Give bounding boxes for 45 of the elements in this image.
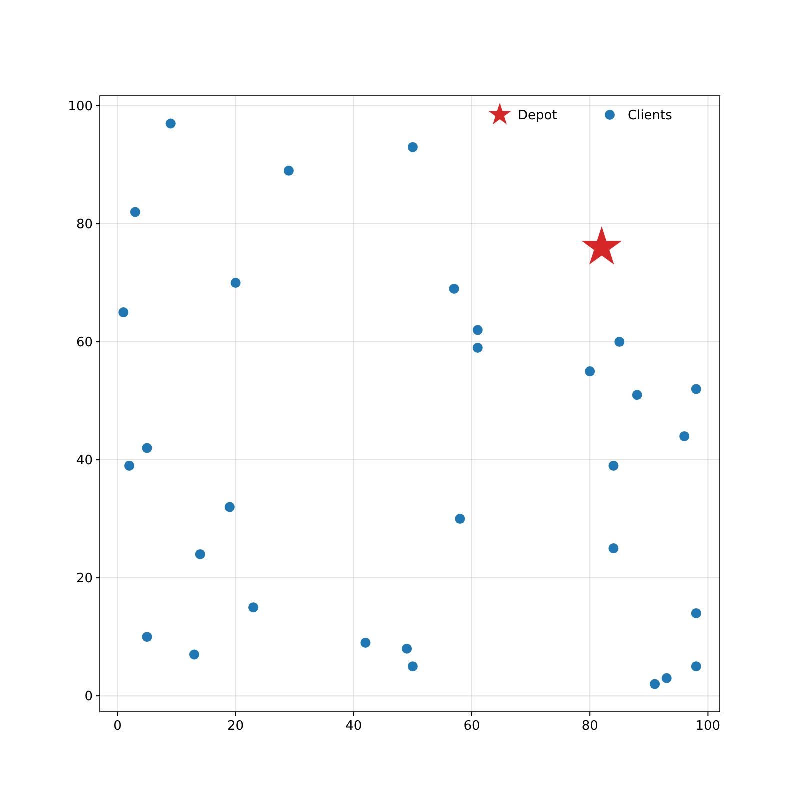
point xyxy=(691,662,702,672)
point xyxy=(691,608,702,618)
y-tick-label: 60 xyxy=(76,336,93,351)
point xyxy=(608,460,619,471)
x-tick-label: 20 xyxy=(228,719,244,734)
point xyxy=(224,502,235,512)
point xyxy=(118,308,129,318)
x-tick-label: 40 xyxy=(346,719,362,734)
point xyxy=(680,431,690,442)
point xyxy=(650,679,660,690)
x-tick-label: 0 xyxy=(114,719,122,734)
point xyxy=(614,337,625,348)
point xyxy=(195,549,206,560)
point xyxy=(632,390,642,400)
point xyxy=(142,443,152,454)
legend-label: Depot xyxy=(518,108,558,124)
point xyxy=(662,673,672,684)
y-tick-label: 100 xyxy=(68,100,93,115)
point xyxy=(360,638,371,648)
point xyxy=(166,118,176,129)
x-tick-label: 80 xyxy=(582,719,598,734)
y-tick-label: 20 xyxy=(76,572,93,587)
legend-label: Clients xyxy=(628,108,673,124)
point xyxy=(130,207,140,218)
point xyxy=(402,644,412,654)
point xyxy=(284,166,294,176)
point xyxy=(585,366,596,377)
point xyxy=(472,342,483,353)
point xyxy=(248,602,259,613)
y-tick-label: 0 xyxy=(84,690,93,705)
point xyxy=(449,284,460,294)
point xyxy=(472,325,483,336)
point xyxy=(608,544,619,554)
point xyxy=(691,384,702,394)
y-tick-label: 80 xyxy=(76,218,93,233)
y-tick-label: 40 xyxy=(76,454,93,469)
point xyxy=(455,514,466,524)
x-tick-label: 100 xyxy=(696,719,721,734)
point xyxy=(124,460,135,471)
point xyxy=(142,632,152,642)
point xyxy=(230,278,241,288)
point xyxy=(408,142,418,152)
point xyxy=(408,662,418,672)
point xyxy=(189,650,200,660)
x-tick-label: 60 xyxy=(464,719,480,734)
